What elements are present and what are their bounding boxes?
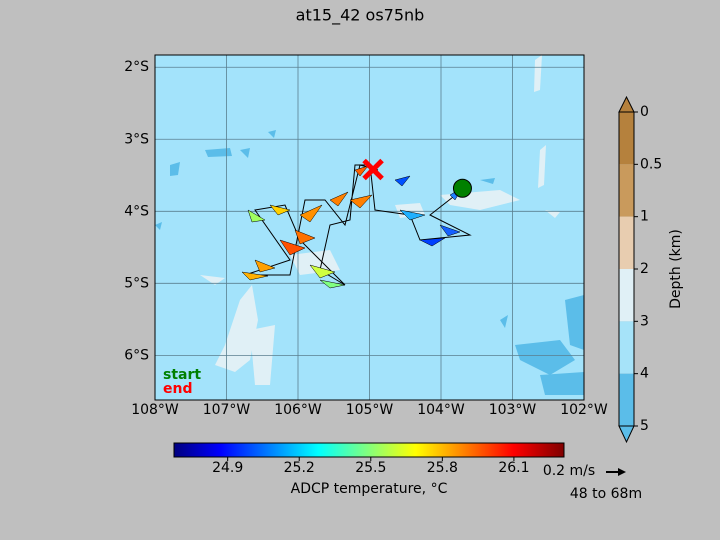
x-tick-label: 105°W: [346, 402, 394, 418]
depth-tick-label: 4: [640, 366, 649, 382]
depth-tick-label: 0.5: [640, 156, 662, 172]
colorbar-extend: [618, 95, 635, 113]
temperature-tick-label: 25.5: [355, 460, 386, 476]
bathymetry: [155, 55, 584, 395]
depth-tick-label: 2: [640, 261, 649, 277]
temperature-ticks: 24.9 25.2 25.5 25.8 26.1: [212, 457, 529, 476]
end-marker: [362, 158, 384, 181]
reference-arrow: [606, 468, 626, 476]
depth-tick-label: 0: [640, 104, 649, 120]
depth-tick-label: 3: [640, 313, 649, 329]
current-vectors: [241, 165, 463, 289]
x-tick-label: 102°W: [560, 402, 608, 418]
x-tick-label: 104°W: [417, 402, 465, 418]
y-tick-label: 4°S: [124, 203, 149, 219]
x-tick-label: 103°W: [489, 402, 537, 418]
colorbar-segment: [619, 112, 634, 165]
y-tick-label: 3°S: [124, 131, 149, 147]
x-tick-label: 108°W: [131, 402, 179, 418]
temperature-tick-label: 25.2: [284, 460, 315, 476]
colorbar-segment: [619, 269, 634, 322]
y-tick-label: 6°S: [124, 347, 149, 363]
x-tick-label: 107°W: [203, 402, 251, 418]
temperature-tick-label: 25.8: [427, 460, 458, 476]
temperature-colorbar: [173, 442, 565, 458]
x-tick-label: 106°W: [274, 402, 322, 418]
colorbar-segment: [619, 216, 634, 269]
y-tick-label: 2°S: [124, 59, 149, 75]
colorbar-extend: [618, 425, 635, 444]
temperature-tick-label: 24.9: [212, 460, 243, 476]
depth-tick-label: 5: [640, 418, 649, 434]
y-tick-label: 5°S: [124, 275, 149, 291]
reference-speed: 0.2 m/s: [543, 463, 595, 479]
depth-colorbar: 0 0.5 1 2 3 4 5: [618, 95, 662, 444]
colorbar-segment: [619, 321, 634, 374]
title: at15_42 os75nb: [296, 6, 425, 26]
colorbar-segment: [619, 164, 634, 217]
depth-tick-label: 1: [640, 209, 649, 225]
legend-start: start: [163, 367, 201, 383]
map-frame: [154, 54, 585, 401]
temperature-tick-label: 26.1: [498, 460, 529, 476]
start-marker: [452, 178, 472, 198]
temperature-label: ADCP temperature, °C: [291, 481, 448, 497]
reference-depth: 48 to 68m: [570, 486, 642, 502]
depth-label: Depth (km): [668, 229, 684, 309]
colorbar-segment: [619, 373, 634, 426]
legend-end: end: [163, 381, 192, 397]
track-layer: [241, 164, 472, 289]
